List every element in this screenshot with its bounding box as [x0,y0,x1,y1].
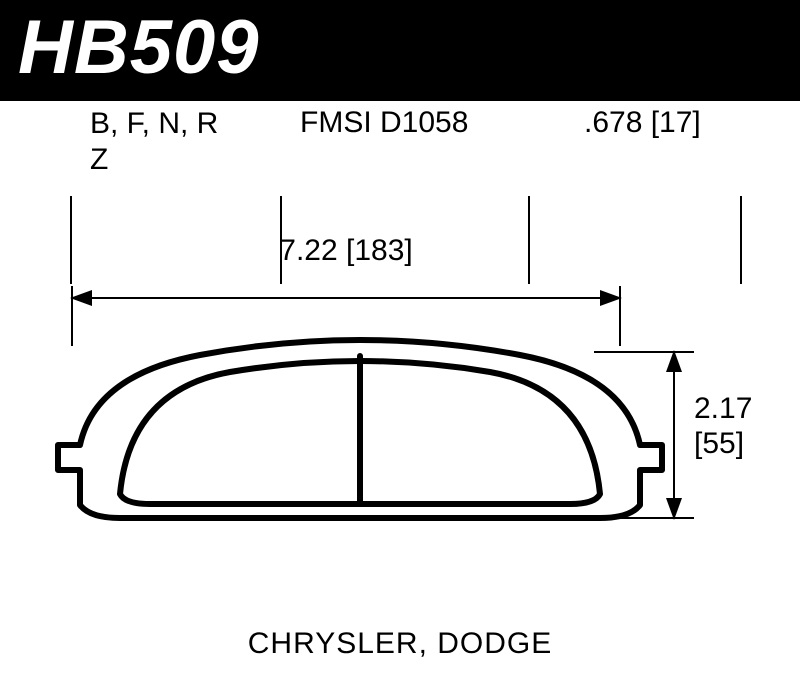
spec-thickness: .678 [17] [584,98,764,140]
spec-divider [740,196,742,284]
width-dimension-label: 7.22 [183] [70,234,622,268]
ext-line [594,350,694,354]
header-bar: HB509 [0,0,800,101]
page: HB509 B, F, N, R Z FMSI D1058 .678 [17] … [0,0,800,691]
height-value: 2.17 [694,392,752,427]
width-dimension-line [70,286,622,310]
ext-line [70,286,74,346]
ext-line [594,516,694,520]
height-value-mm: [55] [694,427,752,462]
vehicle-makes: CHRYSLER, DODGE [0,627,800,661]
height-dimension-label: 2.17 [55] [694,392,752,461]
codes-line: B, F, N, R [90,106,270,142]
spec-fmsi: FMSI D1058 [300,98,520,140]
spec-row: B, F, N, R Z FMSI D1058 .678 [17] [0,98,800,188]
codes-line: Z [90,142,270,178]
brake-pad-drawing [40,320,680,560]
width-dimension: 7.22 [183] [70,236,622,276]
ext-line [618,286,622,346]
height-dimension-line [654,350,694,520]
height-dimension: 2.17 [55] [654,350,764,510]
part-number-title: HB509 [18,4,782,91]
spec-compound-codes: B, F, N, R Z [90,98,270,178]
